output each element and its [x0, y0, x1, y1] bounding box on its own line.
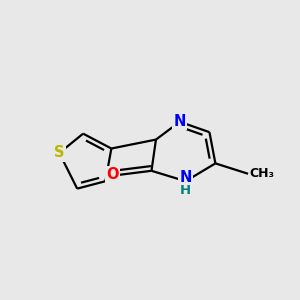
Text: N: N	[173, 114, 186, 129]
Text: N: N	[179, 170, 192, 185]
Text: CH₃: CH₃	[250, 167, 274, 180]
Text: H: H	[180, 184, 191, 197]
Text: S: S	[54, 146, 64, 160]
Text: O: O	[106, 167, 118, 182]
